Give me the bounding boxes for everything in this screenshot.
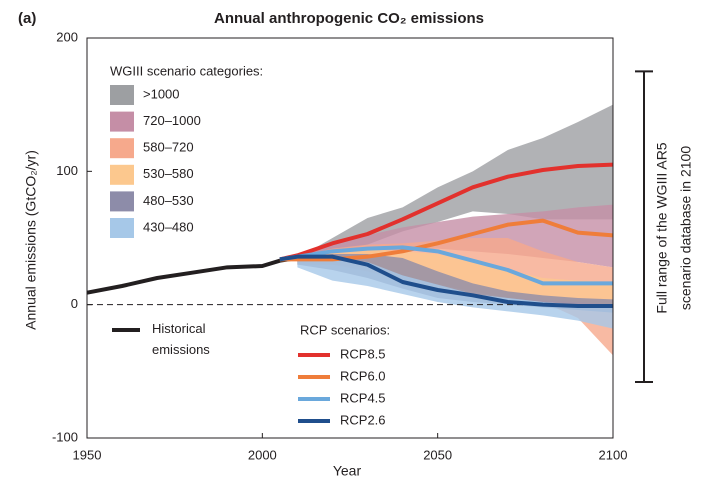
plot-frame bbox=[86, 37, 614, 439]
y-tick-label: 0 bbox=[71, 296, 78, 311]
legend-label: 530–580 bbox=[143, 166, 194, 181]
legend-label: >1000 bbox=[143, 86, 180, 101]
legend-label: Historical emissions bbox=[152, 321, 210, 357]
panel-label: (a) bbox=[18, 10, 36, 27]
series-line bbox=[279, 162, 614, 262]
legend-swatch bbox=[110, 85, 134, 105]
series-line bbox=[86, 256, 298, 295]
legend-label: RCP8.5 bbox=[340, 346, 386, 361]
x-tick-label: 2050 bbox=[423, 447, 452, 462]
bands-legend-title: WGIII scenario categories: bbox=[110, 63, 263, 78]
legend-label: 580–720 bbox=[143, 140, 194, 155]
legend-swatch bbox=[110, 138, 134, 159]
series-line bbox=[279, 245, 613, 286]
legend-label: RCP2.6 bbox=[340, 412, 386, 427]
y-tick-label: 100 bbox=[56, 163, 78, 178]
y-tick-label: -100 bbox=[52, 429, 78, 444]
series-line bbox=[279, 254, 613, 308]
x-tick-label: 2100 bbox=[599, 447, 628, 462]
x-tick-label: 1950 bbox=[73, 447, 102, 462]
legend-swatch bbox=[110, 218, 134, 238]
legend-swatch bbox=[110, 164, 134, 185]
legend-label: RCP6.0 bbox=[340, 368, 386, 383]
y-axis-label: Annual emissions (GtCO₂/yr) bbox=[23, 150, 39, 330]
x-tick-label: 2000 bbox=[248, 447, 277, 462]
legend-label: 480–530 bbox=[143, 193, 194, 208]
x-axis-label: Year bbox=[333, 463, 362, 479]
series-line bbox=[279, 218, 614, 262]
legend-label: 720–1000 bbox=[143, 113, 201, 128]
legend-label: 430–480 bbox=[143, 219, 194, 234]
legend-swatch bbox=[110, 191, 134, 212]
chart-title: Annual anthropogenic CO₂ emissions bbox=[214, 10, 484, 27]
legend-swatch bbox=[110, 111, 134, 132]
scenario-band bbox=[297, 104, 613, 261]
bracket-label: scenario database in 2100 bbox=[678, 146, 694, 310]
bracket-label: Full range of the WGIII AR5 bbox=[654, 142, 670, 313]
y-tick-label: 200 bbox=[56, 29, 78, 44]
rcp-legend-title: RCP scenarios: bbox=[300, 322, 390, 337]
legend-label: RCP4.5 bbox=[340, 390, 386, 405]
